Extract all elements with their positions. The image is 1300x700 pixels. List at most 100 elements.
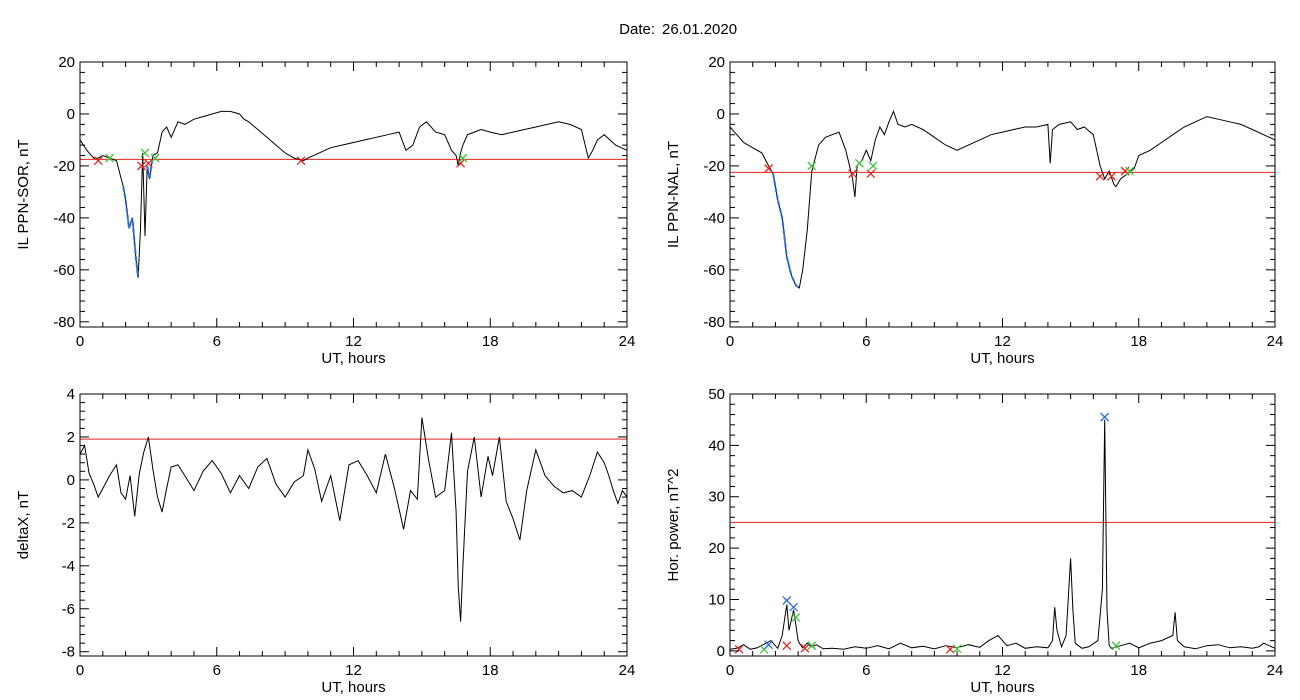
cross-marker: [952, 644, 962, 654]
cross-marker: [734, 644, 744, 654]
x-tick-label: 12: [994, 333, 1011, 350]
cross-stroke: [764, 164, 774, 173]
y-tick-label: 50: [708, 386, 725, 403]
cross-stroke: [866, 169, 876, 179]
x-tick-label: 12: [345, 662, 362, 679]
cross-stroke: [140, 148, 150, 158]
panel-sor: 0 6 12 18 24 20 0 -20 -40 -60 -80 UT, hours IL PPN-S…: [15, 54, 635, 367]
x-tick-label: 24: [1267, 662, 1284, 679]
y-tick-label: 40: [708, 437, 725, 454]
y-tick-label: -6: [62, 601, 75, 618]
y-tick-label: 20: [708, 54, 725, 71]
cross-marker: [93, 156, 103, 166]
cross-stroke: [105, 153, 115, 163]
x-tick-label: 24: [619, 662, 636, 679]
x-tick-label: 18: [1130, 333, 1147, 350]
cross-marker: [782, 596, 792, 605]
cross-stroke: [734, 644, 744, 654]
y-tick-label: -80: [703, 314, 725, 331]
cross-marker: [789, 602, 799, 612]
cross-marker: [791, 613, 801, 622]
x-axis-label: UT, hours: [970, 350, 1034, 367]
x-tick-label: 0: [726, 333, 734, 350]
x-tick-label: 0: [76, 333, 84, 350]
series-line-nal: [729, 110, 1276, 289]
date-value: 26.01.2020: [662, 21, 737, 38]
cross-marker: [1125, 166, 1135, 176]
cross-stroke: [800, 643, 810, 653]
cross-stroke: [150, 153, 160, 163]
cross-stroke: [764, 640, 774, 650]
event-segment: [146, 155, 154, 180]
cross-stroke: [1095, 171, 1105, 181]
cross-stroke: [782, 641, 792, 651]
event-segment: [122, 186, 140, 278]
cross-marker: [764, 640, 774, 650]
cross-stroke: [807, 641, 817, 651]
series-line-sor: [79, 110, 628, 278]
x-axis-label: UT, hours: [970, 679, 1034, 696]
cross-stroke: [137, 161, 146, 171]
y-tick-label: -40: [53, 210, 75, 227]
plot-frame: [79, 393, 628, 657]
x-tick-label: 6: [862, 333, 870, 350]
cross-stroke: [93, 156, 103, 166]
x-tick-label: 0: [76, 662, 84, 679]
x-tick-label: 6: [862, 662, 870, 679]
y-axis-label: IL PPN-NAL, nT: [665, 141, 682, 248]
cross-stroke: [296, 156, 306, 166]
y-tick-label: 30: [708, 489, 725, 506]
x-tick-label: 18: [482, 662, 499, 679]
series-line-power: [729, 419, 1276, 650]
cross-stroke: [143, 158, 153, 168]
x-tick-label: 12: [345, 333, 362, 350]
cross-marker: [807, 161, 817, 171]
x-tick-label: 6: [213, 333, 221, 350]
cross-stroke: [1107, 171, 1116, 181]
x-axis-label: UT, hours: [321, 679, 385, 696]
y-tick-label: -8: [62, 644, 75, 661]
cross-marker: [807, 641, 817, 651]
y-axis-label: Hor. power, nT^2: [665, 469, 682, 582]
y-tick-label: 4: [67, 386, 75, 403]
cross-marker: [140, 148, 150, 158]
panel-power: 0 6 12 18 24 50 40 30 20 10 0 UT, hours Hor. power, …: [665, 386, 1283, 696]
cross-stroke: [458, 153, 468, 163]
plot-frame: [79, 61, 628, 328]
x-tick-label: 6: [213, 662, 221, 679]
cross-marker: [1095, 171, 1105, 181]
cross-marker: [848, 169, 858, 179]
x-tick-label: 18: [1130, 662, 1147, 679]
event-segment: [772, 173, 800, 289]
y-tick-label: 0: [717, 643, 725, 660]
x-tick-label: 12: [994, 662, 1011, 679]
cross-stroke: [848, 169, 858, 179]
panel-nal: 0 6 12 18 24 20 0 -20 -40 -60 -80 UT, hours IL PPN-N…: [665, 54, 1283, 367]
cross-stroke: [782, 596, 792, 605]
cross-stroke: [791, 613, 801, 622]
y-tick-label: 0: [717, 106, 725, 123]
cross-marker: [782, 641, 792, 651]
cross-marker: [1111, 641, 1121, 651]
cross-stroke: [952, 644, 962, 654]
cross-marker: [764, 164, 774, 173]
cross-marker: [458, 153, 468, 163]
cross-marker: [868, 161, 878, 171]
y-axis-label: deltaX, nT: [15, 491, 32, 559]
y-axis-label: IL PPN-SOR, nT: [15, 139, 32, 249]
series-line-deltax: [79, 417, 628, 622]
y-tick-label: -2: [62, 515, 75, 532]
x-tick-label: 24: [1267, 333, 1284, 350]
plot-frame: [729, 61, 1276, 328]
panel-deltax: 0 6 12 18 24 4 2 0 -2 -4 -6 -8 UT, hours deltaX, nT: [15, 386, 635, 696]
y-tick-label: -20: [703, 158, 725, 175]
date-label: Date:: [619, 21, 655, 38]
cross-marker: [296, 156, 306, 166]
cross-marker: [1100, 412, 1110, 422]
cross-stroke: [945, 644, 955, 654]
y-tick-label: 0: [67, 472, 75, 489]
y-tick-label: -80: [53, 314, 75, 331]
cross-stroke: [1111, 641, 1121, 651]
